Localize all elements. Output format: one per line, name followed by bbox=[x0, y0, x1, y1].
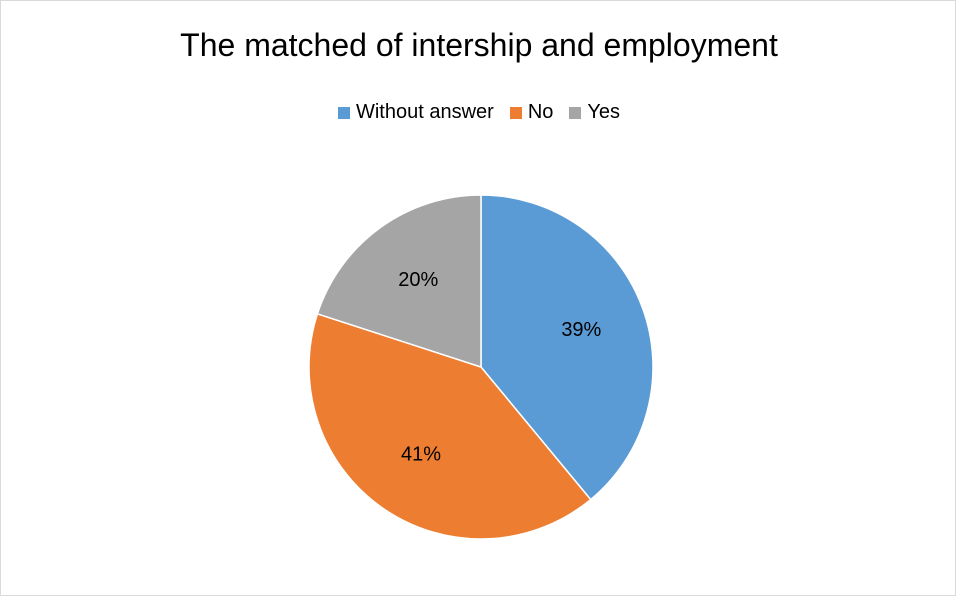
legend-swatch-yes bbox=[569, 106, 582, 119]
pie-slice-without-answer bbox=[480, 194, 654, 501]
data-label-no: 41% bbox=[401, 443, 441, 465]
chart-title: The matched of intership and employment bbox=[180, 27, 778, 63]
legend-label-yes: Yes bbox=[587, 101, 621, 123]
legend-swatch-without-answer bbox=[337, 106, 350, 119]
legend-label-no: No bbox=[527, 101, 554, 123]
data-label-without-answer: 39% bbox=[561, 319, 601, 341]
pie-slice-no bbox=[308, 312, 592, 540]
legend-item-without-answer: Without answer bbox=[337, 101, 494, 124]
chart-legend: Without answer No Yes bbox=[1, 101, 956, 124]
legend-label-without-answer: Without answer bbox=[355, 101, 494, 123]
legend-item-no: No bbox=[509, 101, 554, 124]
legend-swatch-no bbox=[509, 106, 522, 119]
data-label-yes: 20% bbox=[398, 269, 438, 291]
pie-slice-yes bbox=[316, 194, 482, 369]
legend-item-yes: Yes bbox=[569, 101, 620, 124]
